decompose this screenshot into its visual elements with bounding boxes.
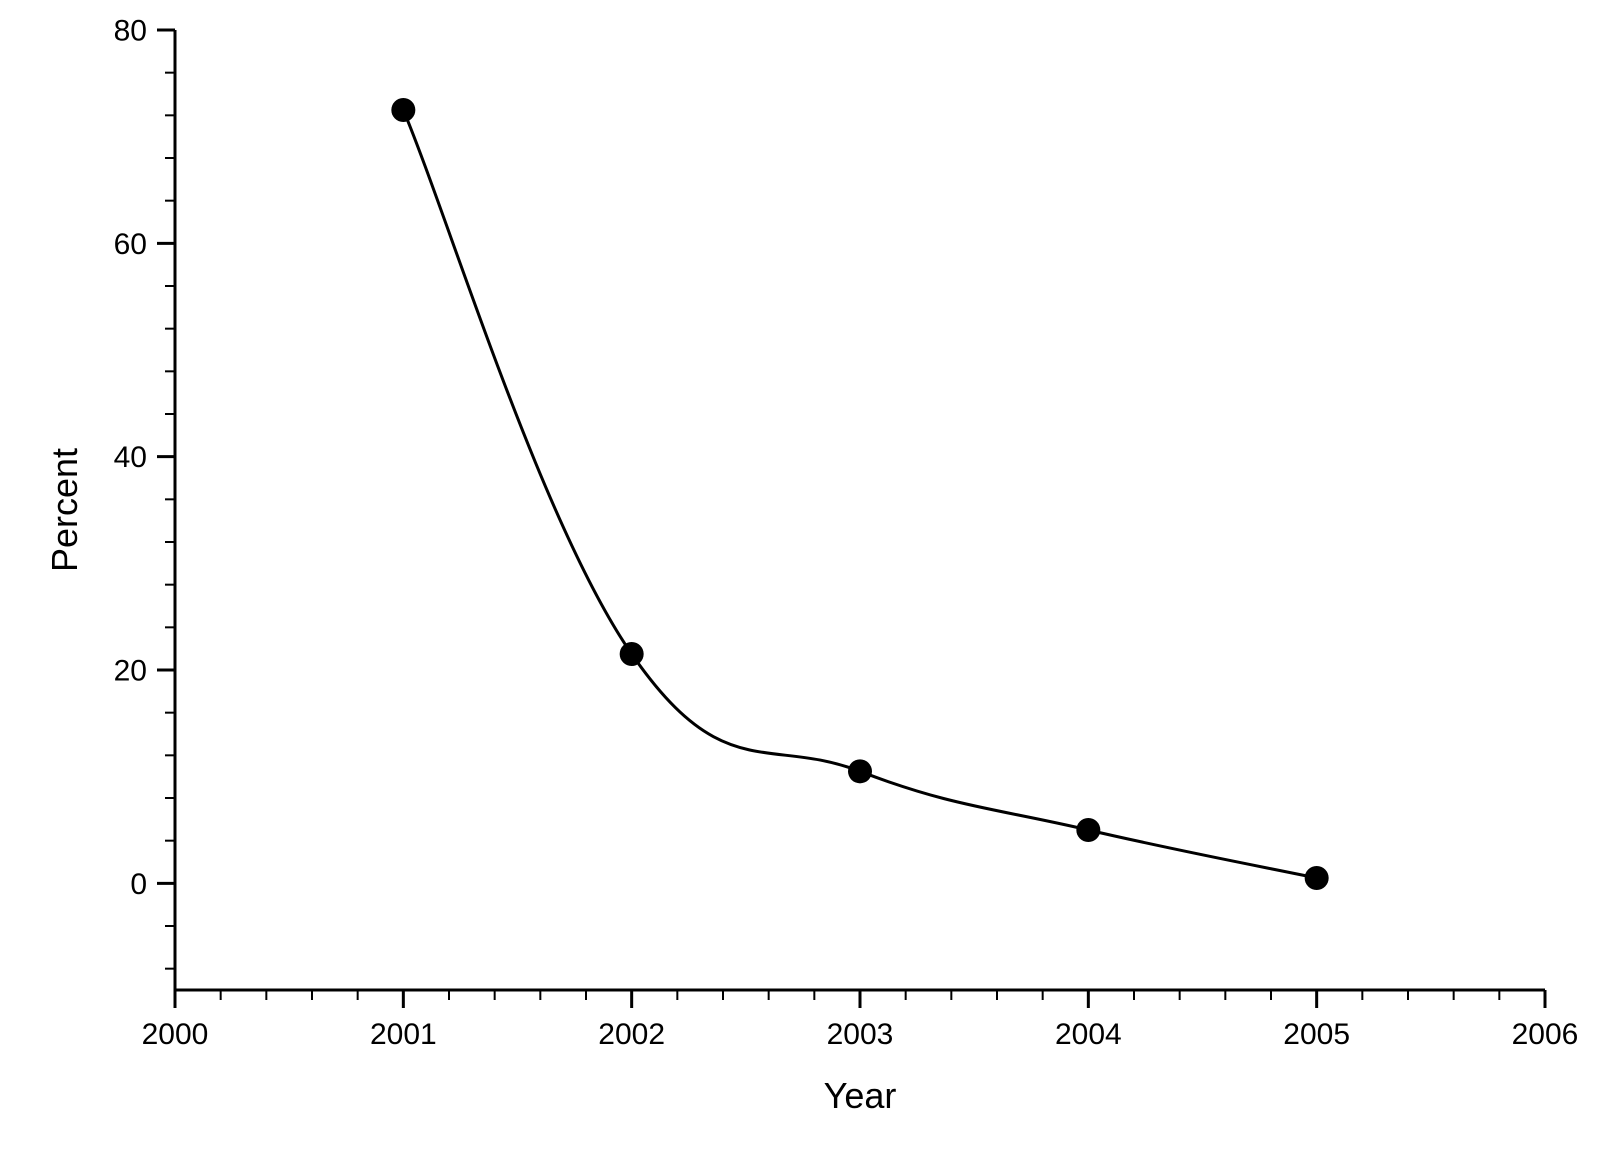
y-tick-label: 60	[114, 228, 147, 261]
x-tick-label: 2000	[142, 1018, 209, 1051]
data-marker	[391, 98, 415, 122]
y-tick-label: 20	[114, 655, 147, 688]
data-marker	[620, 642, 644, 666]
y-tick-label: 40	[114, 441, 147, 474]
x-tick-label: 2003	[827, 1018, 894, 1051]
x-tick-label: 2001	[370, 1018, 437, 1051]
x-tick-label: 2005	[1283, 1018, 1350, 1051]
x-tick-label: 2006	[1512, 1018, 1579, 1051]
x-tick-label: 2002	[598, 1018, 665, 1051]
y-axis-label: Percent	[44, 448, 85, 572]
chart-container: 2000 2001 2002 2003 2004 2005 2006 0 20 40 60 80 Yea…	[0, 0, 1601, 1151]
data-marker	[1076, 818, 1100, 842]
data-marker	[1305, 866, 1329, 890]
y-tick-label: 80	[114, 15, 147, 48]
x-tick-label: 2004	[1055, 1018, 1122, 1051]
y-tick-label: 0	[130, 868, 147, 901]
x-axis-label: Year	[824, 1075, 897, 1116]
line-chart: 2000 2001 2002 2003 2004 2005 2006 0 20 40 60 80 Yea…	[0, 0, 1601, 1151]
chart-background	[0, 0, 1601, 1151]
data-marker	[848, 759, 872, 783]
